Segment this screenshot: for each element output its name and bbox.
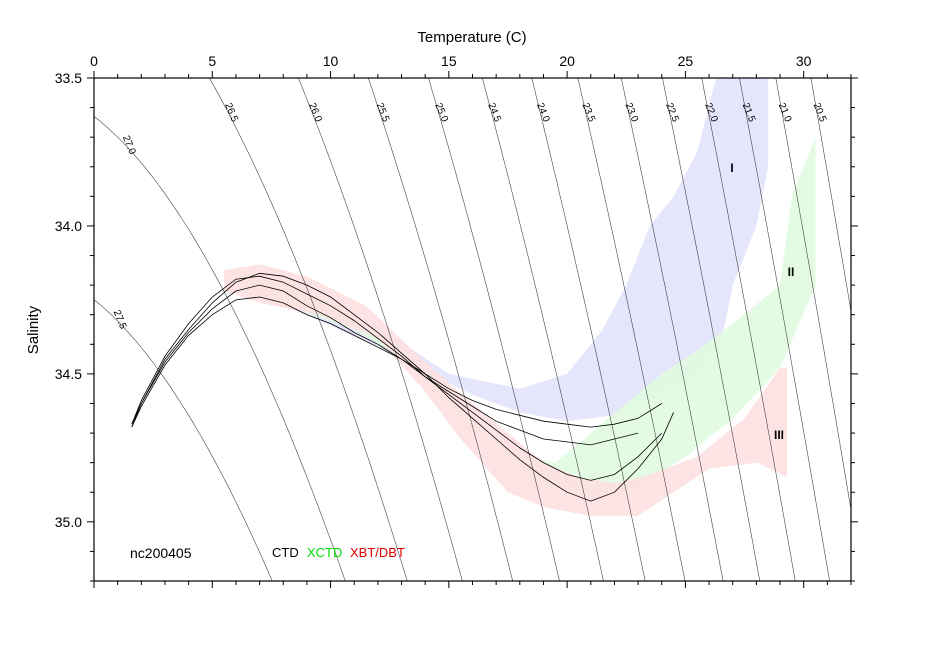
x-tick-label: 15 — [441, 53, 457, 69]
legend-xbt-dbt: XBT/DBT — [350, 545, 405, 560]
isopycnal-lines — [94, 78, 851, 581]
water-mass-regions — [224, 78, 816, 516]
region-label-1: I — [730, 161, 733, 175]
isopycnal-label-27.5: 27.5 — [111, 309, 129, 332]
region-label-2: II — [788, 265, 795, 279]
y-tick-label: 33.5 — [55, 70, 82, 86]
ctd-profile-1 — [131, 272, 674, 502]
axis-ticks: 0 5 10 15 20 25 30 33.5 34.0 34.5 35.0 — [55, 53, 858, 588]
isopycnal-22.0 — [701, 78, 796, 581]
isopycnal-25.0 — [428, 78, 560, 581]
isopycnal-label-24.0: 24.0 — [534, 101, 552, 124]
y-tick-label: 34.5 — [55, 366, 82, 382]
isopycnal-24.5 — [481, 78, 604, 581]
isopycnal-20.5 — [810, 78, 851, 313]
isopycnal-label-23.5: 23.5 — [579, 102, 597, 125]
isopycnal-23.0 — [620, 78, 724, 581]
isopycnal-22.5 — [662, 78, 761, 581]
isopycnal-27.5 — [94, 299, 273, 581]
isopycnal-21.0 — [775, 78, 851, 512]
x-tick-label: 30 — [796, 53, 812, 69]
isopycnal-label-23.0: 23.0 — [622, 101, 640, 124]
x-tick-label: 0 — [90, 53, 98, 69]
isopycnal-label-26.0: 26.0 — [306, 102, 324, 125]
isopycnal-26.0 — [298, 78, 463, 581]
isopycnal-25.5 — [367, 78, 514, 581]
isopycnal-label-20.5: 20.5 — [811, 102, 829, 125]
isopycnal-label-24.5: 24.5 — [485, 102, 503, 125]
x-tick-label: 5 — [208, 53, 216, 69]
x-tick-label: 25 — [678, 53, 694, 69]
isopycnal-label-21.0: 21.0 — [776, 101, 794, 124]
isopycnal-27.0 — [94, 116, 346, 581]
y-tick-label: 35.0 — [55, 514, 82, 530]
isopycnal-label-25.0: 25.0 — [432, 102, 450, 125]
x-tick-label: 10 — [323, 53, 339, 69]
ctd-profile-2 — [131, 296, 663, 428]
isopycnal-label-26.5: 26.5 — [222, 101, 240, 124]
legend-xctd: XCTD — [307, 545, 342, 560]
y-axis-title: Salinity — [25, 305, 42, 354]
x-axis-title: Temperature (C) — [417, 29, 526, 46]
isopycnal-23.5 — [577, 78, 686, 581]
isopycnal-21.5 — [739, 78, 830, 581]
cruise-id: nc200405 — [130, 545, 192, 561]
y-tick-label: 34.0 — [55, 218, 82, 234]
region-envelope-2 — [235, 137, 816, 499]
ctd-profiles — [131, 272, 674, 502]
legend-ctd: CTD — [272, 545, 299, 560]
region-envelope-3 — [224, 264, 788, 516]
region-label-3: III — [774, 428, 784, 442]
isopycnal-label-25.5: 25.5 — [374, 101, 392, 124]
ctd-profile-4 — [131, 284, 639, 446]
isopycnal-label-27.0: 27.0 — [120, 134, 138, 157]
x-tick-label: 20 — [559, 53, 575, 69]
isopycnal-24.0 — [531, 78, 646, 581]
isopycnal-label-22.5: 22.5 — [663, 102, 681, 125]
isopycnal-26.5 — [209, 78, 408, 581]
ctd-profile-3 — [131, 275, 663, 481]
